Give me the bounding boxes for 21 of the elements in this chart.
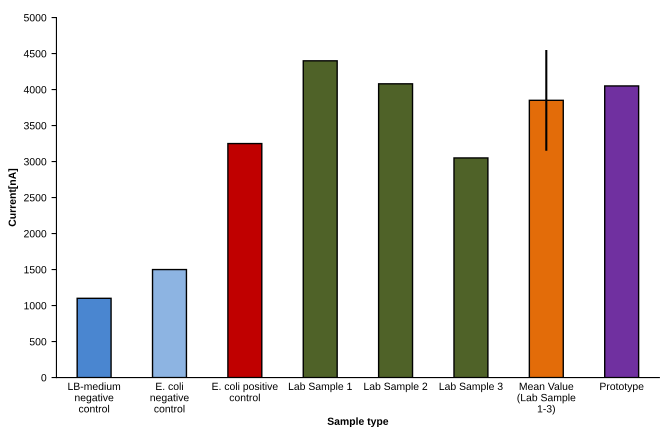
- x-tick-label: LB-medium negative control: [68, 382, 120, 412]
- x-tick-label: Mean Value (Lab Sample 1-3): [517, 382, 576, 415]
- x-axis-title: Sample type: [328, 417, 388, 428]
- y-tick-label: 3500: [24, 122, 46, 130]
- y-tick-label: 2000: [24, 230, 46, 238]
- y-tick-label: 2500: [24, 194, 46, 202]
- y-tick-label: 5000: [24, 14, 46, 22]
- y-tick-label: 1500: [24, 266, 46, 274]
- x-tick-label: E. coli positive control: [212, 382, 278, 402]
- y-axis-title: Current[nA]: [8, 168, 18, 226]
- x-tick-label: Lab Sample 2: [364, 382, 428, 392]
- y-tick-label: 0: [41, 374, 46, 382]
- x-tick-label: Lab Sample 1: [288, 382, 352, 392]
- x-tick-label: Lab Sample 3: [440, 382, 503, 392]
- y-tick-label: 4000: [24, 86, 46, 94]
- x-tick-label: Prototype: [600, 382, 644, 392]
- y-tick-label: 1000: [24, 302, 46, 310]
- y-tick-label: 3000: [24, 158, 46, 166]
- x-tick-label: E. coli negative control: [150, 382, 189, 412]
- y-tick-label: 4500: [24, 50, 46, 58]
- y-tick-label: 500: [30, 338, 46, 346]
